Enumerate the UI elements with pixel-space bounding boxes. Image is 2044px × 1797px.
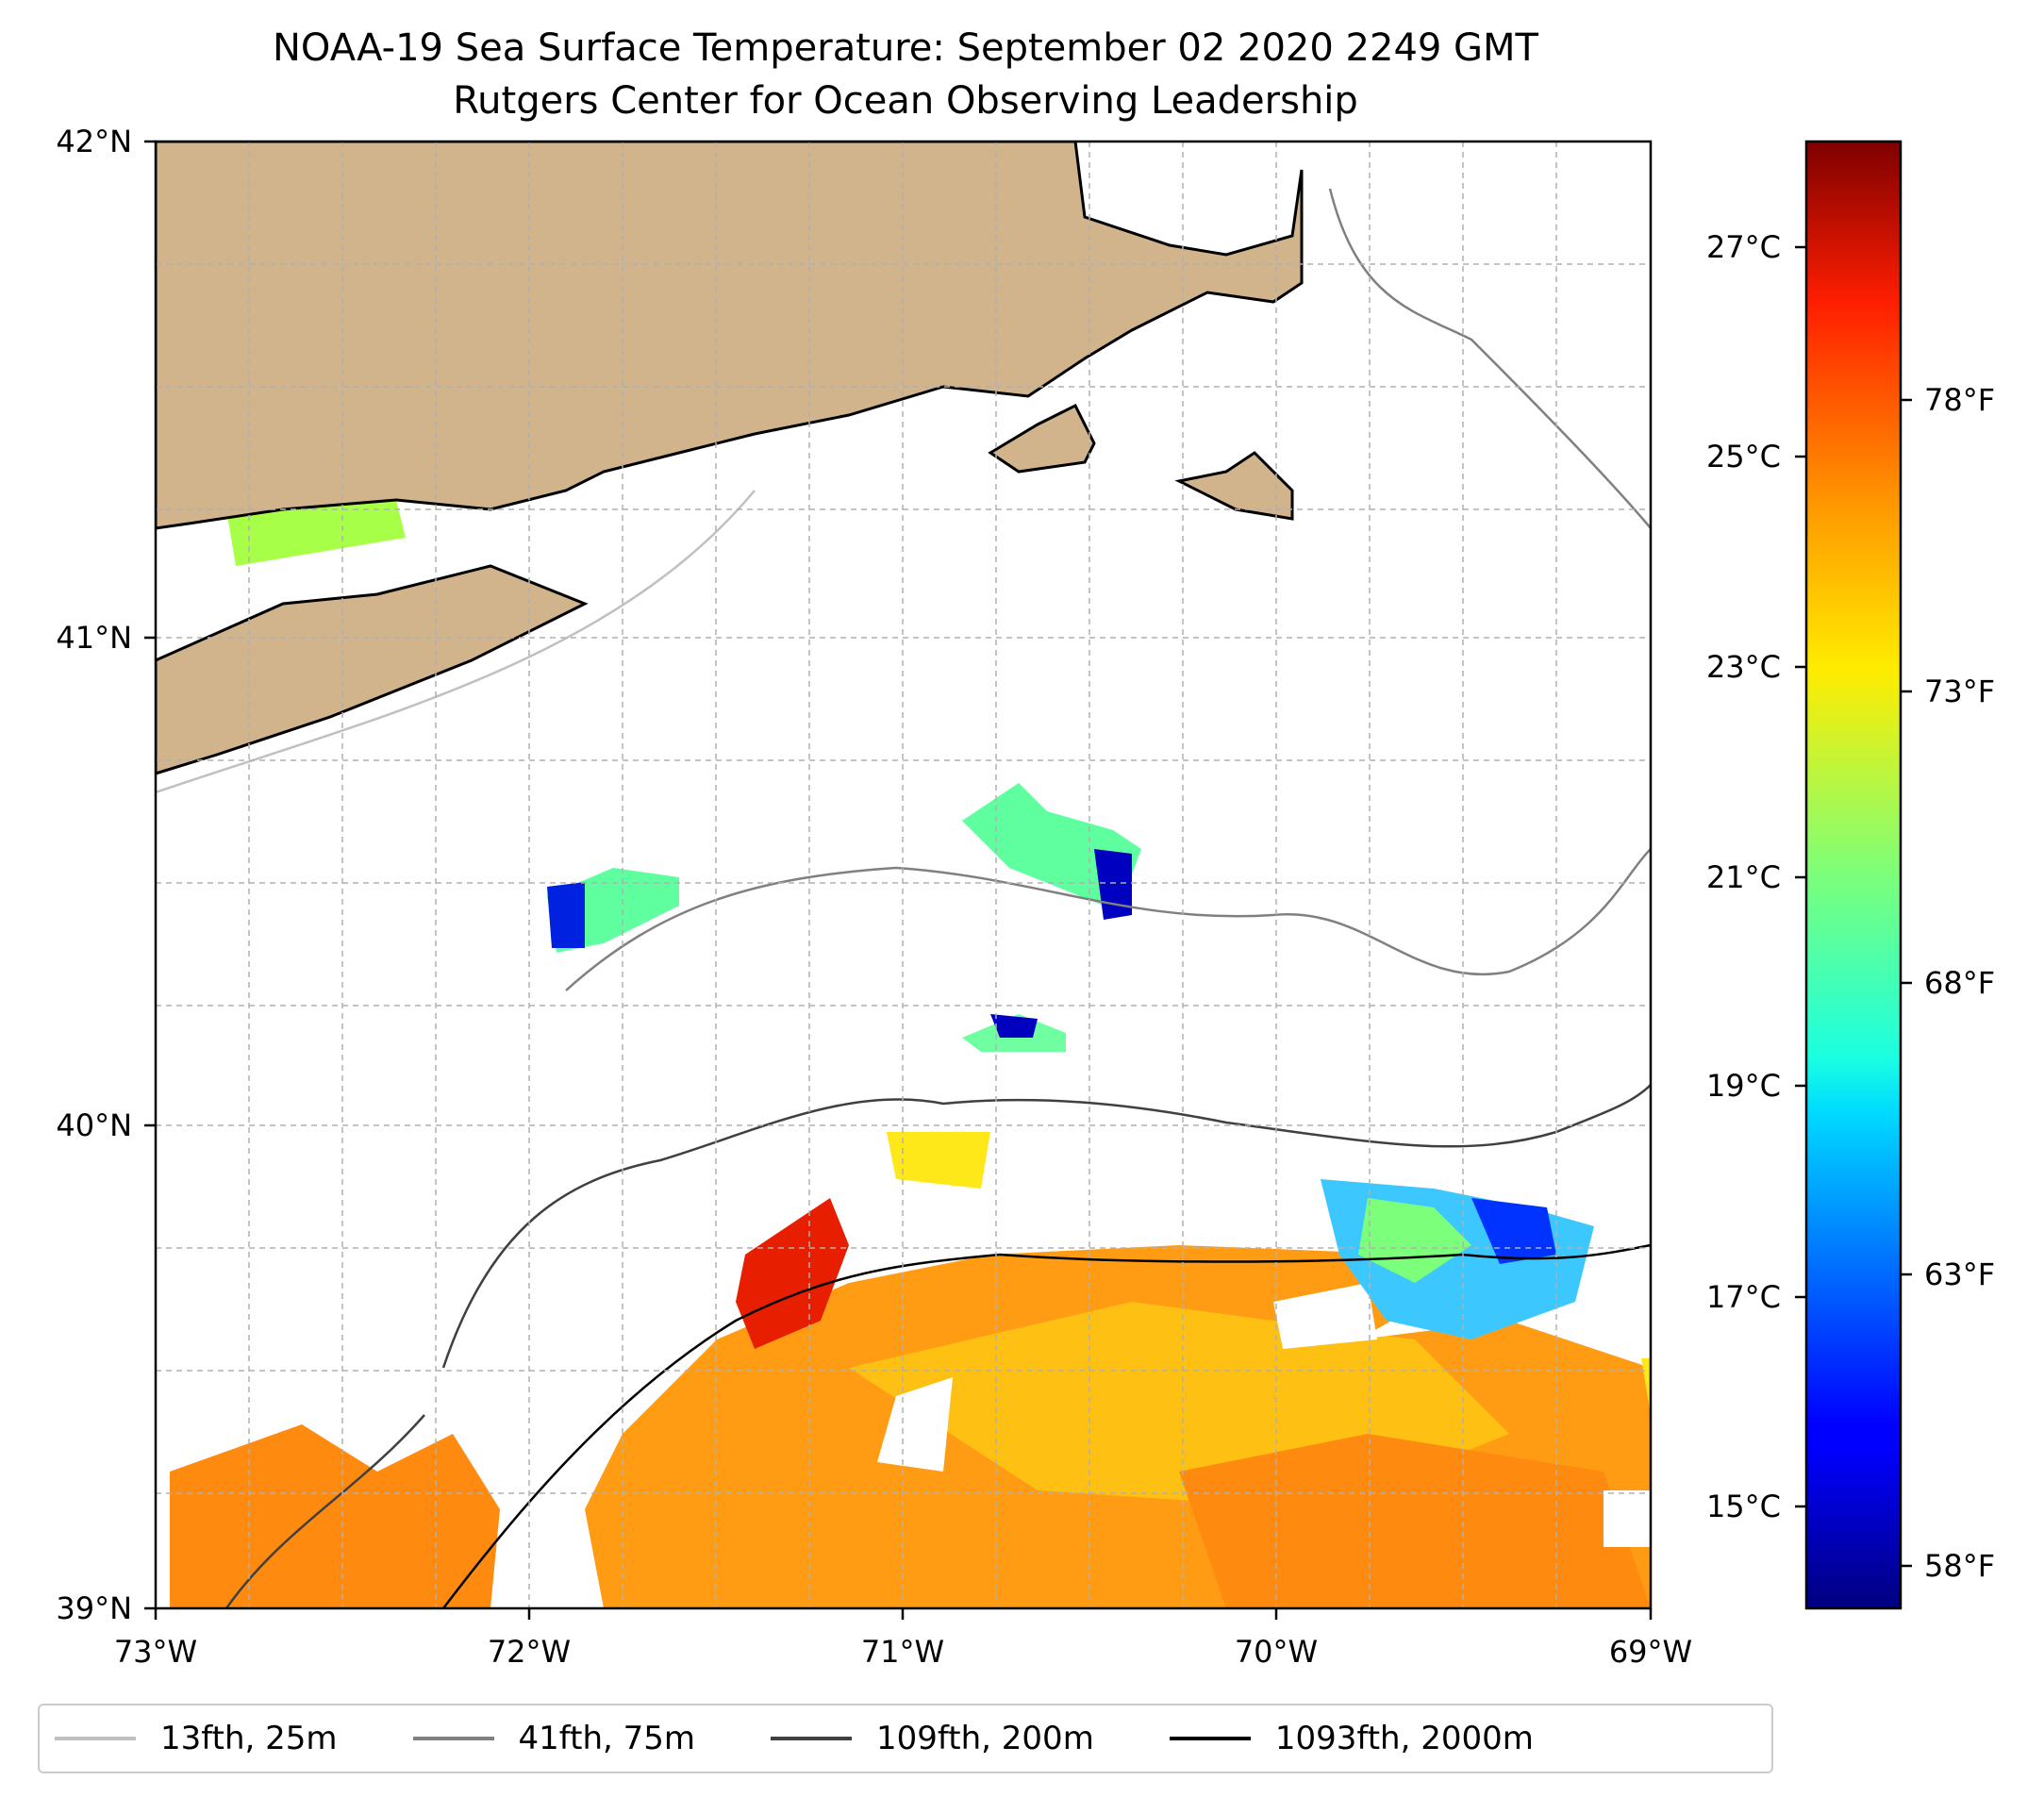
lat-tick-label: 39°N xyxy=(56,1590,132,1626)
sst-patch-shelf xyxy=(962,783,1141,906)
lon-tick-label: 70°W xyxy=(1235,1634,1318,1670)
sst-patch-west-cold xyxy=(547,882,585,948)
colorbar xyxy=(1804,140,1903,1610)
legend-line-icon xyxy=(1169,1737,1251,1740)
lon-tick-label: 71°W xyxy=(861,1634,944,1670)
legend-line-icon xyxy=(412,1737,494,1740)
legend-line-icon xyxy=(771,1737,853,1740)
colorbar-celsius-label: 23°C xyxy=(1706,649,1781,685)
colorbar-fahrenheit-label: 73°F xyxy=(1924,674,1995,709)
legend-item-25m: 13fth, 25m xyxy=(55,1720,338,1757)
legend-label: 13fth, 25m xyxy=(160,1720,338,1757)
colorbar-fahrenheit-label: 63°F xyxy=(1924,1256,1995,1292)
lon-tick-label: 72°W xyxy=(488,1634,571,1670)
colorbar-celsius-label: 25°C xyxy=(1706,439,1781,474)
colorbar-fahrenheit-label: 78°F xyxy=(1924,382,1995,418)
legend-label: 1093fth, 2000m xyxy=(1274,1720,1534,1757)
colorbar-celsius-label: 27°C xyxy=(1706,229,1781,265)
map-subtitle: Rutgers Center for Ocean Observing Leade… xyxy=(453,79,1358,123)
land-layer xyxy=(156,141,1304,775)
colorbar-celsius-label: 15°C xyxy=(1706,1489,1781,1524)
graticule xyxy=(156,141,1651,1608)
colorbar-fahrenheit-label: 68°F xyxy=(1924,965,1995,1001)
lat-tick-label: 42°N xyxy=(56,124,132,159)
contour-legend: 13fth, 25m 41fth, 75m 109fth, 200m 1093f… xyxy=(38,1704,1773,1773)
legend-item-200m: 109fth, 200m xyxy=(771,1720,1094,1757)
legend-label: 109fth, 200m xyxy=(876,1720,1094,1757)
lon-tick-label: 73°W xyxy=(114,1634,197,1670)
colorbar-celsius-label: 19°C xyxy=(1706,1068,1781,1104)
sst-patch-sound xyxy=(226,500,406,566)
legend-item-75m: 41fth, 75m xyxy=(412,1720,696,1757)
lon-tick-label: 69°W xyxy=(1609,1634,1692,1670)
sst-patch-mid-cold xyxy=(990,1014,1038,1038)
map-plot-area xyxy=(156,141,1651,1608)
legend-label: 41fth, 75m xyxy=(518,1720,696,1757)
bathymetry-contours xyxy=(156,188,1651,1608)
sst-data-layer xyxy=(170,1132,1651,1608)
lat-tick-label: 40°N xyxy=(56,1107,132,1143)
legend-line-icon xyxy=(55,1737,136,1740)
map-title: NOAA-19 Sea Surface Temperature: Septemb… xyxy=(273,26,1538,70)
lat-tick-label: 41°N xyxy=(56,620,132,656)
axis-ticks xyxy=(144,140,1653,1620)
colorbar-celsius-label: 17°C xyxy=(1706,1279,1781,1315)
colorbar-fahrenheit-label: 58°F xyxy=(1924,1548,1995,1584)
colorbar-celsius-label: 21°C xyxy=(1706,859,1781,895)
legend-item-2000m: 1093fth, 2000m xyxy=(1169,1720,1534,1757)
colorbar-ticks xyxy=(1795,245,1912,1568)
